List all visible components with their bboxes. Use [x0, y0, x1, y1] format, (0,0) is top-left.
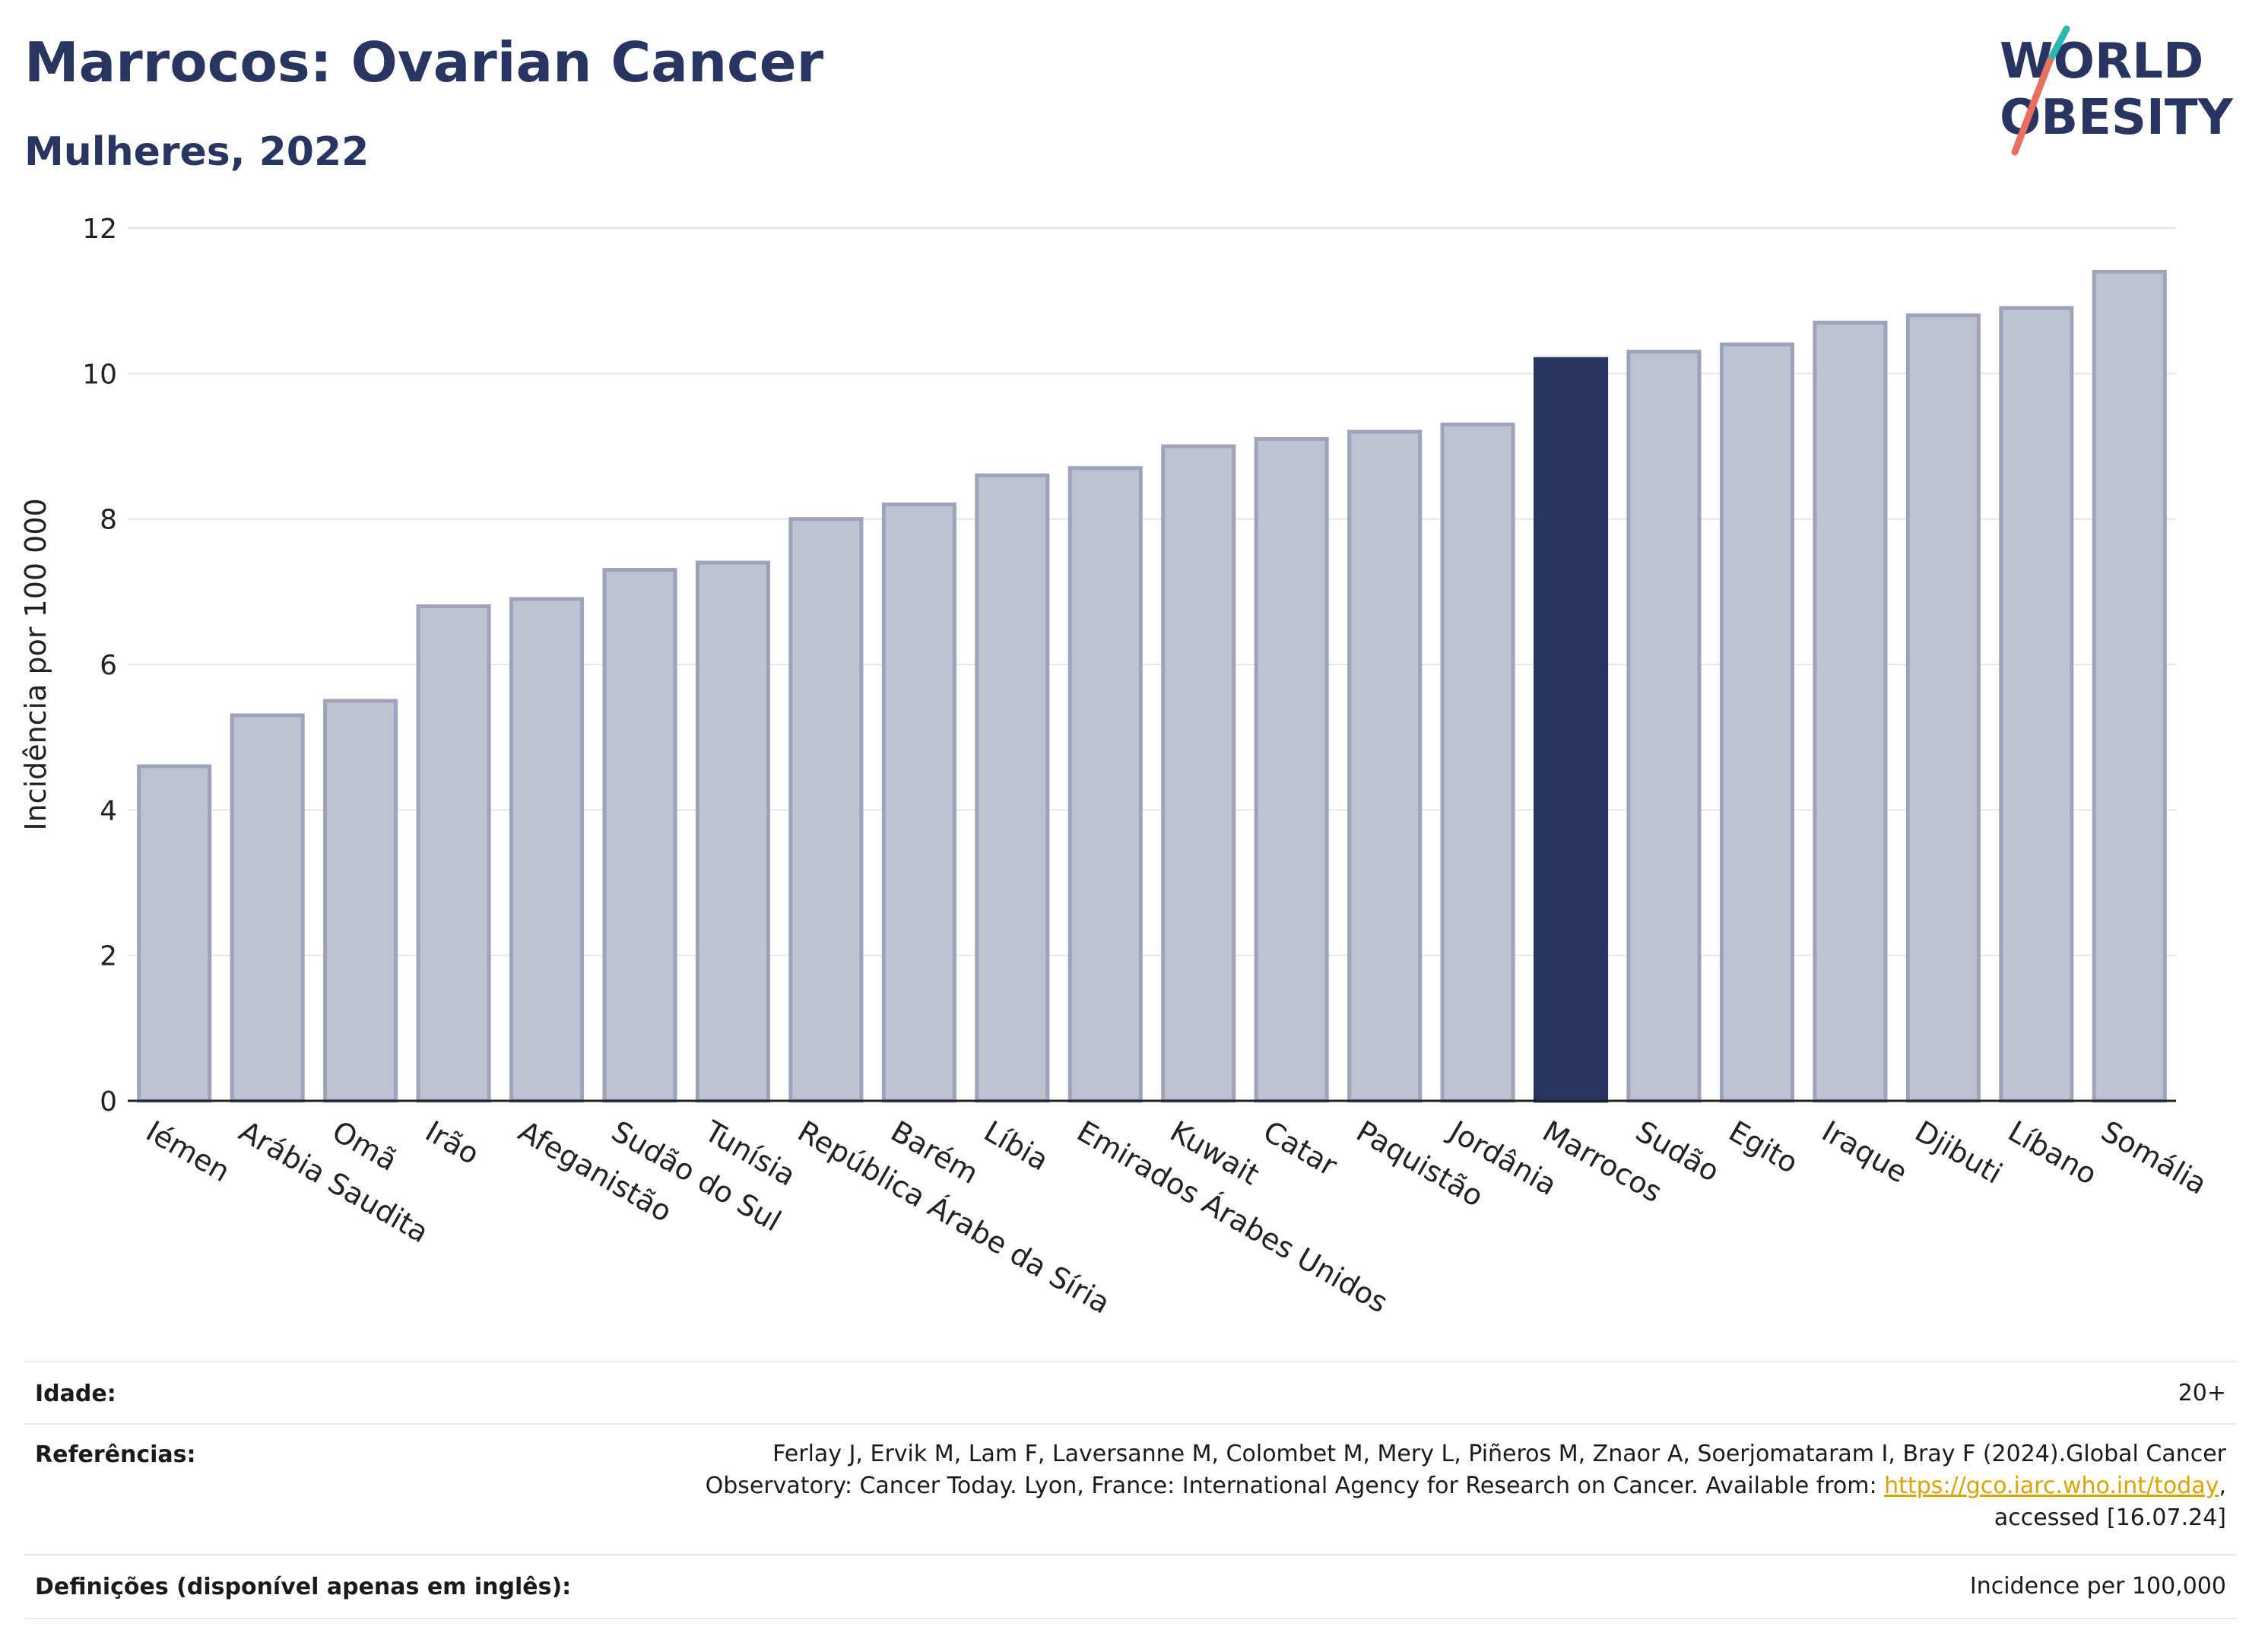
meta-row-references: Referências: Ferlay J, Ervik M, Lam F, L…	[24, 1423, 2237, 1554]
logo-line1: WORLD	[2000, 33, 2203, 90]
bar	[602, 568, 677, 1103]
y-tick-label: 8	[100, 505, 117, 536]
x-tick-label: Somália	[2095, 1115, 2213, 1201]
bar	[230, 713, 305, 1103]
bar	[1719, 342, 1794, 1103]
meta-row-definitions: Definições (disponível apenas em inglês)…	[24, 1554, 2237, 1619]
bar	[695, 560, 770, 1103]
references-line1: Ferlay J, Ervik M, Lam F, Laversanne M, …	[772, 1441, 2226, 1467]
bar	[2092, 269, 2167, 1103]
x-tick-label: Líbano	[2003, 1115, 2103, 1191]
x-tick-label: Líbia	[979, 1115, 1055, 1178]
meta-row-age: Idade: 20+	[24, 1361, 2237, 1423]
y-axis-label: Incidência por 100 000	[19, 498, 52, 830]
bar	[975, 473, 1050, 1103]
definitions-label: Definições (disponível apenas em inglês)…	[35, 1574, 572, 1600]
y-axis-ticks: 0 2 4 6 8 10 12	[82, 214, 117, 1118]
age-label: Idade:	[35, 1381, 116, 1407]
page-title: Marrocos: Ovarian Cancer	[24, 30, 824, 94]
references-label: Referências:	[35, 1441, 196, 1468]
y-tick-label: 0	[100, 1086, 117, 1118]
y-tick-label: 4	[100, 795, 117, 826]
age-value: 20+	[2178, 1380, 2226, 1406]
bar	[788, 517, 864, 1103]
bar	[881, 503, 956, 1103]
references-link[interactable]: https://gco.iarc.who.int/today	[1884, 1473, 2219, 1499]
bar	[323, 699, 398, 1103]
page-subtitle: Mulheres, 2022	[24, 129, 370, 175]
y-tick-label: 12	[82, 214, 117, 245]
y-tick-label: 6	[100, 650, 117, 681]
world-obesity-logo: WORLD OBESITY	[2000, 25, 2233, 156]
bar	[1905, 313, 1981, 1103]
bar	[1254, 436, 1329, 1103]
y-tick-label: 2	[100, 941, 117, 972]
bar	[1347, 430, 1423, 1103]
references-line2: Observatory: Cancer Today. Lyon, France:…	[706, 1470, 2226, 1502]
references-line2-text: Observatory: Cancer Today. Lyon, France:…	[705, 1473, 1885, 1499]
bar	[1440, 422, 1515, 1103]
references-line3: accessed [16.07.24]	[1994, 1505, 2226, 1531]
x-tick-label: Irão	[420, 1115, 485, 1172]
bar	[1161, 444, 1236, 1103]
bars	[137, 269, 2167, 1103]
references-line2-post: ,	[2219, 1473, 2226, 1499]
references-value: Ferlay J, Ervik M, Lam F, Laversanne M, …	[706, 1438, 2226, 1534]
bar	[137, 764, 212, 1103]
bar	[416, 604, 491, 1103]
bar	[1626, 350, 1702, 1103]
bar	[509, 597, 585, 1103]
definitions-value: Incidence per 100,000	[1969, 1573, 2226, 1600]
bar	[1067, 466, 1143, 1103]
x-tick-label: Djibuti	[1909, 1115, 2007, 1191]
y-tick-label: 10	[82, 359, 117, 390]
x-tick-label: Iémen	[141, 1115, 236, 1189]
bar	[1999, 306, 2074, 1103]
bar	[1813, 320, 1888, 1103]
x-tick-label: Egito	[1723, 1115, 1803, 1181]
bar-highlighted	[1534, 357, 1609, 1103]
x-tick-label: Catar	[1258, 1115, 1343, 1183]
x-tick-label: Iraque	[1816, 1115, 1913, 1190]
